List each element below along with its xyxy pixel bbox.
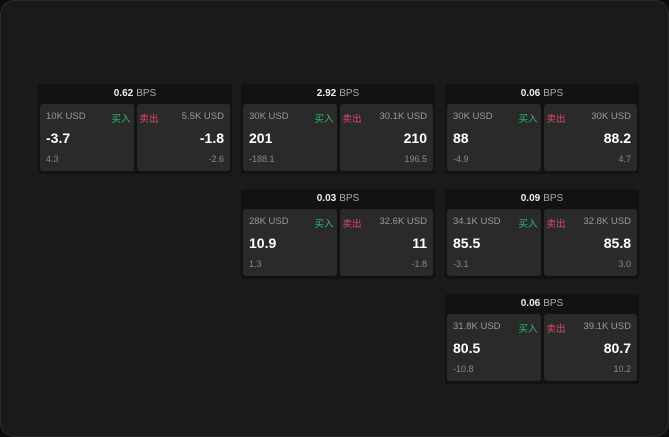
sell-quantity: 39.1K USD bbox=[583, 321, 631, 332]
quote-card: 0.09 BPS 34.1K USD 买入 85.5 -3.1 卖出 32.8K … bbox=[445, 189, 639, 279]
sell-label: 卖出 bbox=[546, 324, 566, 335]
sell-quantity: 30.1K USD bbox=[379, 111, 427, 122]
sell-quantity: 30K USD bbox=[591, 111, 631, 122]
spread-unit: BPS bbox=[543, 298, 564, 309]
sell-change: 4.7 bbox=[618, 154, 631, 164]
buy-label: 买入 bbox=[314, 114, 334, 125]
sell-label: 卖出 bbox=[546, 114, 566, 125]
buy-price: 85.5 bbox=[453, 235, 481, 251]
buy-price: 88 bbox=[453, 130, 469, 146]
spread-header: 0.06 BPS bbox=[445, 84, 639, 104]
sell-change: 3.0 bbox=[618, 259, 631, 269]
buy-price: 80.5 bbox=[453, 340, 481, 356]
buy-panel[interactable]: 30K USD 买入 201 -188.1 bbox=[243, 104, 337, 171]
sell-label: 卖出 bbox=[139, 114, 159, 125]
quote-card: 2.92 BPS 30K USD 买入 201 -188.1 卖出 30.1K U… bbox=[241, 84, 435, 174]
sell-quantity: 32.6K USD bbox=[379, 216, 427, 227]
buy-change: -10.8 bbox=[453, 364, 474, 374]
buy-panel[interactable]: 31.8K USD 买入 80.5 -10.8 bbox=[447, 314, 541, 381]
spread-unit: BPS bbox=[339, 88, 360, 99]
buy-change: 4.3 bbox=[46, 154, 59, 164]
quote-card: 0.03 BPS 28K USD 买入 10.9 1.3 卖出 32.6K USD… bbox=[241, 189, 435, 279]
buy-label: 买入 bbox=[111, 114, 131, 125]
buy-quantity: 28K USD bbox=[249, 216, 289, 227]
sell-price: 88.2 bbox=[603, 130, 631, 146]
buy-price: -3.7 bbox=[46, 130, 71, 146]
sell-panel[interactable]: 卖出 30.1K USD 210 196.5 bbox=[339, 104, 433, 171]
buy-label: 买入 bbox=[518, 324, 538, 335]
buy-change: -3.1 bbox=[453, 259, 469, 269]
spread-header: 0.03 BPS bbox=[241, 189, 435, 209]
spread-unit: BPS bbox=[543, 193, 564, 204]
spread-value: 0.06 bbox=[520, 88, 541, 99]
buy-panel[interactable]: 28K USD 买入 10.9 1.3 bbox=[243, 209, 337, 276]
sell-price: 11 bbox=[412, 235, 427, 251]
sell-price: 80.7 bbox=[603, 340, 631, 356]
sell-quantity: 5.5K USD bbox=[181, 111, 224, 122]
sell-price: 210 bbox=[403, 130, 427, 146]
sell-panel[interactable]: 卖出 32.6K USD 11 -1.8 bbox=[339, 209, 433, 276]
sell-panel[interactable]: 卖出 32.8K USD 85.8 3.0 bbox=[543, 209, 637, 276]
buy-quantity: 30K USD bbox=[249, 111, 289, 122]
buy-panel[interactable]: 30K USD 买入 88 -4.9 bbox=[447, 104, 541, 171]
quote-card: 0.06 BPS 31.8K USD 买入 80.5 -10.8 卖出 39.1K… bbox=[445, 294, 639, 384]
spread-value: 0.62 bbox=[113, 88, 134, 99]
sell-panel[interactable]: 卖出 39.1K USD 80.7 10.2 bbox=[543, 314, 637, 381]
spread-unit: BPS bbox=[339, 193, 360, 204]
spread-value: 0.09 bbox=[520, 193, 541, 204]
buy-quantity: 31.8K USD bbox=[453, 321, 501, 332]
sell-change: -1.8 bbox=[411, 259, 427, 269]
spread-header: 0.62 BPS bbox=[38, 84, 232, 104]
buy-label: 买入 bbox=[314, 219, 334, 230]
spread-header: 0.09 BPS bbox=[445, 189, 639, 209]
buy-change: -4.9 bbox=[453, 154, 469, 164]
buy-quantity: 10K USD bbox=[46, 111, 86, 122]
sell-panel[interactable]: 卖出 5.5K USD -1.8 -2.6 bbox=[136, 104, 230, 171]
buy-change: -188.1 bbox=[249, 154, 275, 164]
spread-value: 2.92 bbox=[316, 88, 337, 99]
quote-card: 0.62 BPS 10K USD 买入 -3.7 4.3 卖出 5.5K USD … bbox=[38, 84, 232, 174]
quote-card: 0.06 BPS 30K USD 买入 88 -4.9 卖出 30K USD 88… bbox=[445, 84, 639, 174]
buy-change: 1.3 bbox=[249, 259, 262, 269]
spread-value: 0.03 bbox=[316, 193, 337, 204]
sell-label: 卖出 bbox=[342, 219, 362, 230]
sell-label: 卖出 bbox=[546, 219, 566, 230]
buy-price: 10.9 bbox=[249, 235, 277, 251]
sell-change: -2.6 bbox=[208, 154, 224, 164]
buy-price: 201 bbox=[249, 130, 273, 146]
buy-quantity: 30K USD bbox=[453, 111, 493, 122]
sell-price: -1.8 bbox=[199, 130, 224, 146]
sell-panel[interactable]: 卖出 30K USD 88.2 4.7 bbox=[543, 104, 637, 171]
sell-change: 10.2 bbox=[613, 364, 631, 374]
sell-change: 196.5 bbox=[404, 154, 427, 164]
spread-unit: BPS bbox=[136, 88, 157, 99]
buy-panel[interactable]: 10K USD 买入 -3.7 4.3 bbox=[40, 104, 134, 171]
sell-label: 卖出 bbox=[342, 114, 362, 125]
spread-header: 0.06 BPS bbox=[445, 294, 639, 314]
buy-panel[interactable]: 34.1K USD 买入 85.5 -3.1 bbox=[447, 209, 541, 276]
spread-header: 2.92 BPS bbox=[241, 84, 435, 104]
sell-quantity: 32.8K USD bbox=[583, 216, 631, 227]
sell-price: 85.8 bbox=[603, 235, 631, 251]
buy-quantity: 34.1K USD bbox=[453, 216, 501, 227]
spread-unit: BPS bbox=[543, 88, 564, 99]
buy-label: 买入 bbox=[518, 219, 538, 230]
spread-value: 0.06 bbox=[520, 298, 541, 309]
buy-label: 买入 bbox=[518, 114, 538, 125]
